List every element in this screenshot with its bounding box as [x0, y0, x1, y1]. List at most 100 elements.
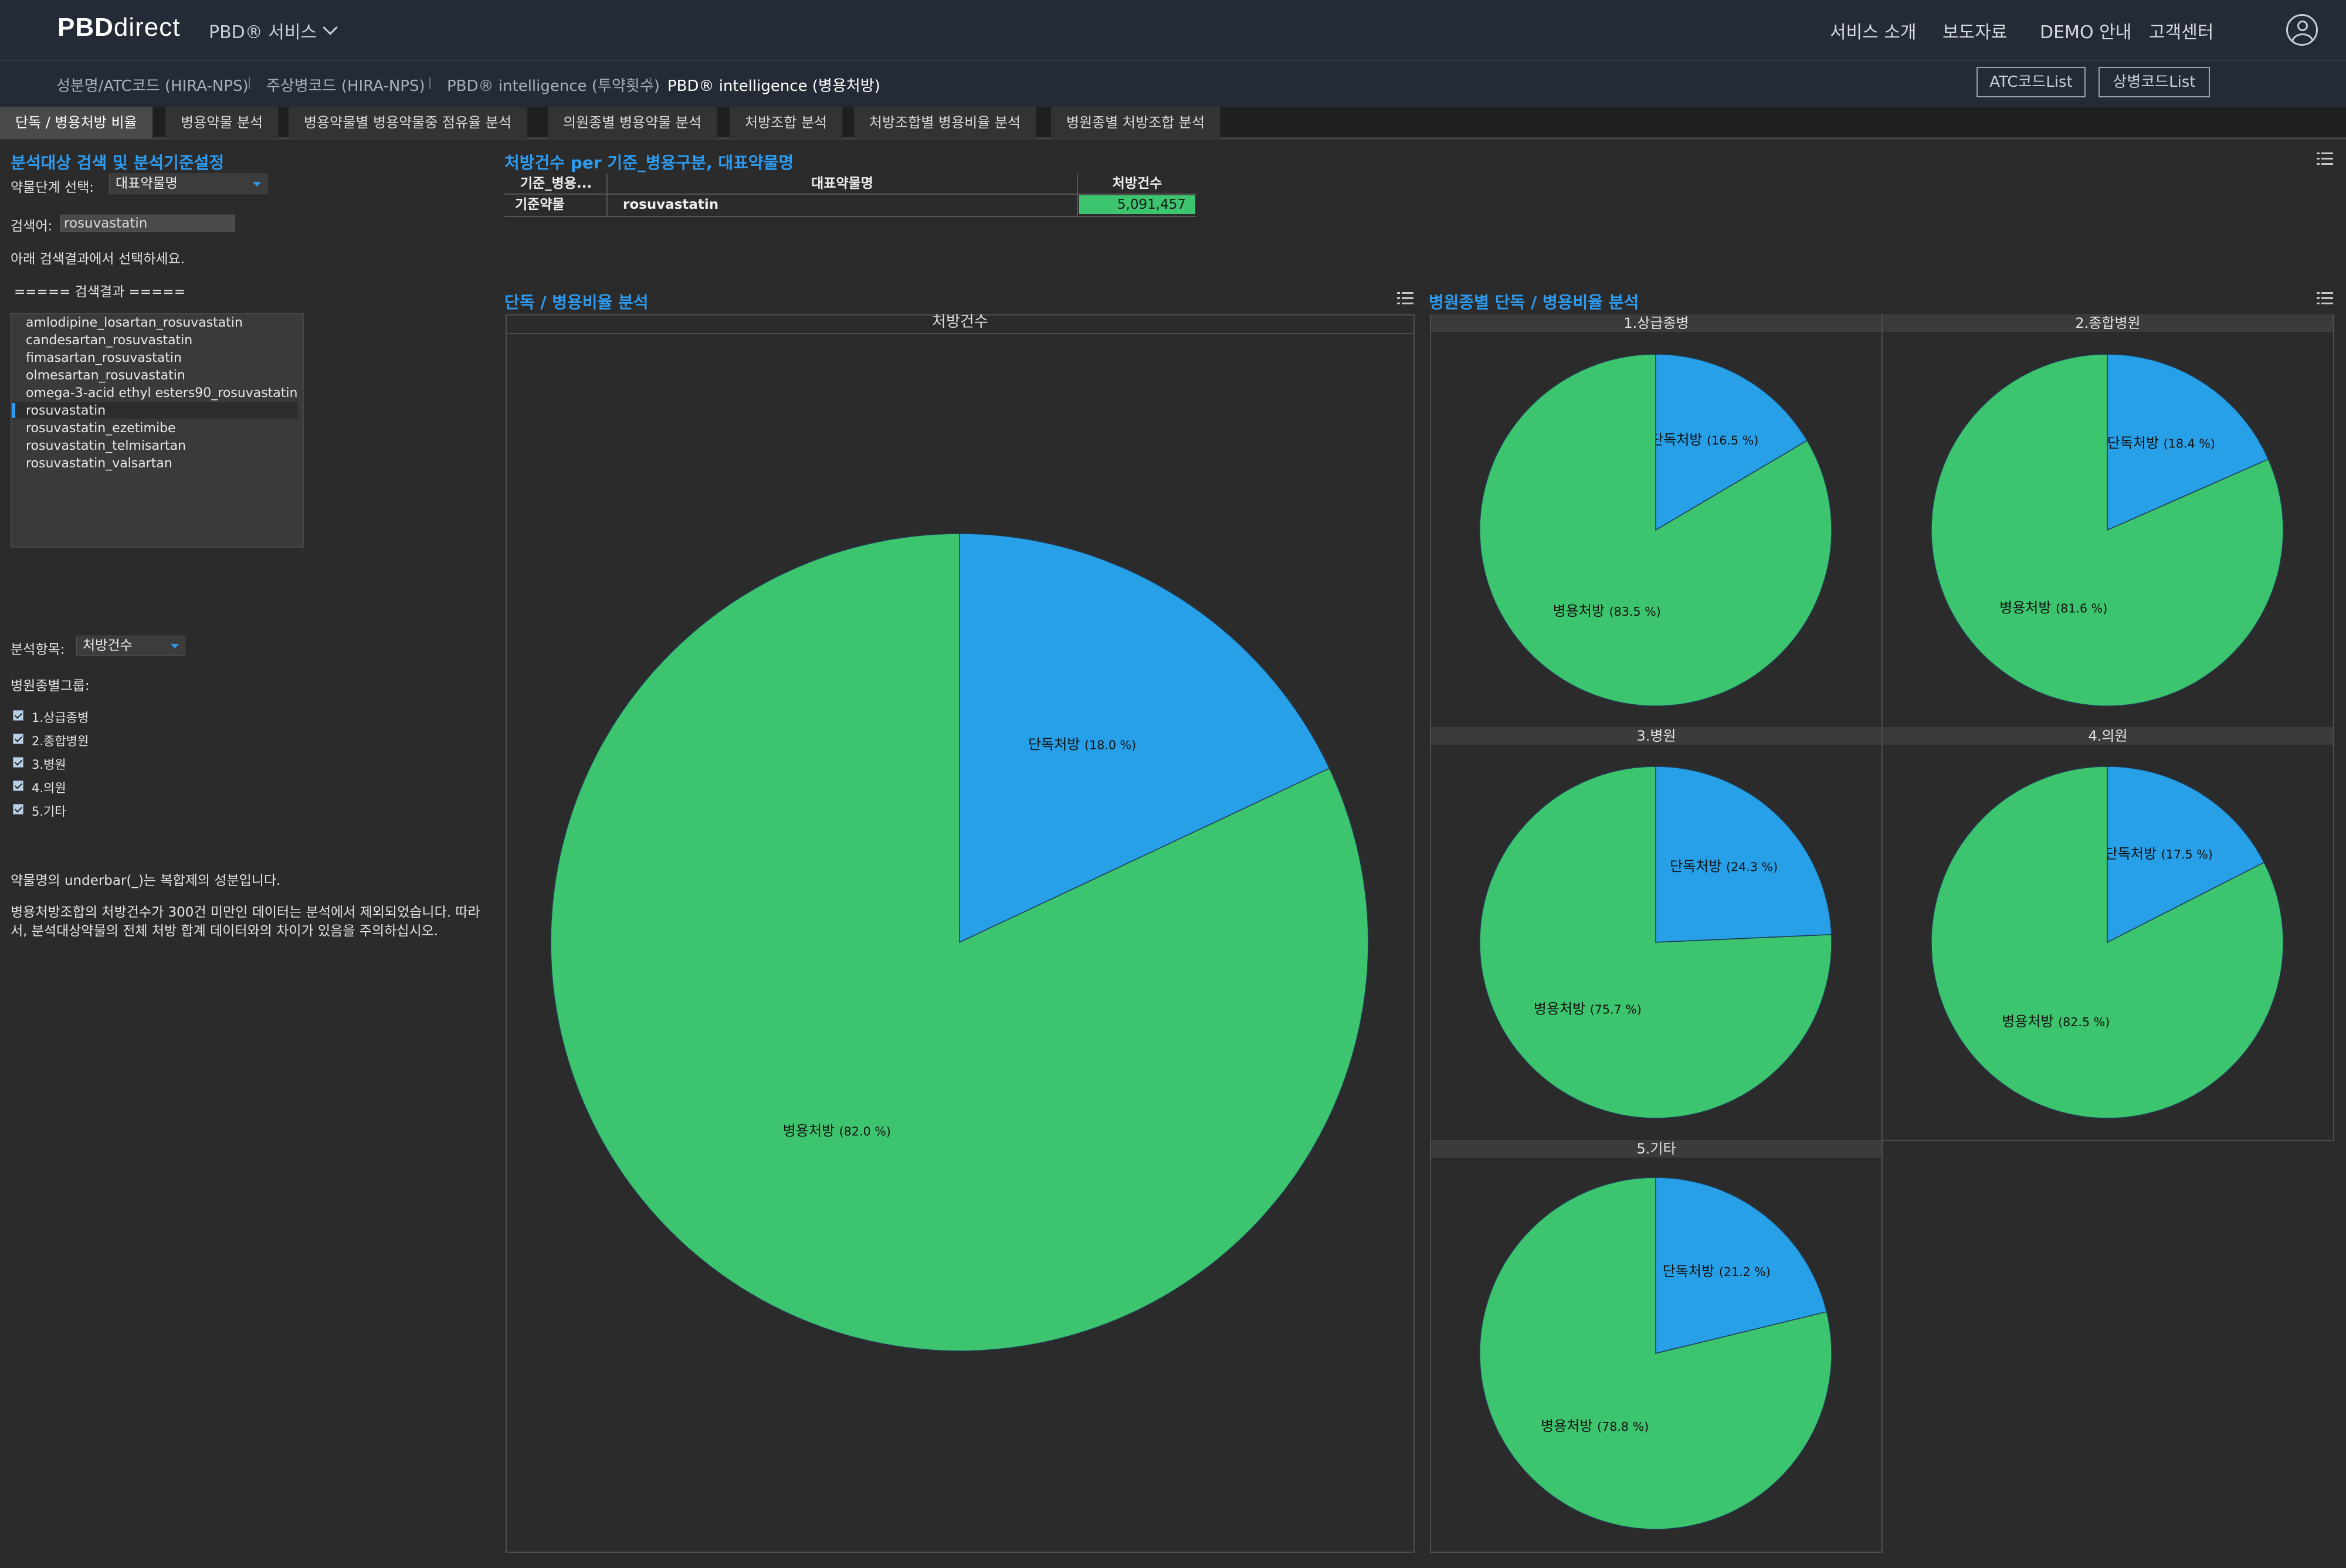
list-menu-icon[interactable] — [2317, 292, 2333, 305]
divider — [429, 77, 430, 89]
menu-demo[interactable]: DEMO 안내 — [2040, 22, 2132, 43]
disease-code-list-button[interactable]: 상병코드List — [2098, 67, 2210, 97]
list-item[interactable]: olmesartan_rosuvastatin — [26, 368, 185, 383]
facet-1-slice-combo[interactable] — [1479, 354, 1832, 707]
main-pie-slice-label: 단독처방 (18.0 %) — [1028, 736, 1136, 752]
hospital-group-4: 4.의원 — [32, 781, 66, 795]
list-menu-icon[interactable] — [1397, 292, 1413, 305]
checkbox-group-2[interactable] — [13, 734, 23, 744]
facet-3-slice-label: 단독처방 (24.3 %) — [1670, 858, 1778, 875]
table-cell-drug: rosuvastatin — [623, 197, 719, 212]
summary-table-title: 처방건수 per 기준_병용구분, 대표약물명 — [504, 153, 794, 172]
checkbox-group-3[interactable] — [13, 757, 23, 768]
main-pie-slice-single[interactable] — [959, 533, 1330, 943]
facet-pie-3: 단독처방 (24.3 %) 병용처방 (75.7 %) — [1479, 766, 1832, 1119]
hospital-group-5: 5.기타 — [32, 805, 66, 819]
tab-prescription-combo[interactable]: 처방조합 분석 — [730, 107, 844, 138]
facet-5-slice-combo[interactable] — [1479, 1177, 1832, 1530]
facet-4-slice-single[interactable] — [2107, 766, 2265, 943]
facet-panel-2 — [1881, 314, 2334, 728]
facet-pie-4: 단독처방 (17.5 %) 병용처방 (82.5 %) — [1931, 766, 2284, 1119]
atc-code-list-button[interactable]: ATC코드List — [1977, 67, 2086, 97]
tab-combo-drug[interactable]: 병용약물 분석 — [165, 107, 280, 138]
caret-down-icon — [171, 644, 179, 649]
facet-5-slice-label: 병용처방 (78.8 %) — [1541, 1418, 1649, 1434]
menu-service-intro[interactable]: 서비스 소개 — [1830, 22, 1917, 43]
tab-hospital-combo[interactable]: 의원종별 병용약물 분석 — [548, 107, 718, 138]
hospital-group-3: 3.병원 — [32, 758, 66, 772]
subnav-intel-combo[interactable]: PBD® intelligence (병용처방) — [667, 77, 880, 95]
facet-1-slice-label: 병용처방 (83.5 %) — [1553, 603, 1661, 619]
divider — [650, 77, 651, 89]
facet-title-3: 3.병원 — [1431, 727, 1881, 745]
list-item[interactable]: candesartan_rosuvastatin — [26, 333, 193, 348]
table-header-drug: 대표약물명 — [811, 176, 873, 191]
facet-title-2: 2.종합병원 — [1883, 314, 2333, 332]
sub-navbar — [0, 60, 2346, 107]
facet-2-slice-single[interactable] — [2107, 354, 2269, 531]
list-menu-icon[interactable] — [2317, 152, 2333, 165]
caret-down-icon — [253, 182, 261, 186]
search-input[interactable]: rosuvastatin — [60, 215, 235, 232]
selected-row-indicator — [12, 403, 15, 418]
note-exclusion: 병용처방조합의 처방건수가 300건 미만인 데이터는 분석에서 제외되었습니다… — [11, 905, 480, 939]
checkbox-group-5[interactable] — [13, 804, 23, 814]
list-item[interactable]: omega-3-acid ethyl esters90_rosuvastatin — [26, 386, 298, 401]
list-item[interactable]: rosuvastatin_valsartan — [26, 456, 172, 471]
analysis-label: 분석항목: — [11, 642, 65, 657]
list-item[interactable]: fimasartan_rosuvastatin — [26, 351, 182, 365]
facet-title-5: 5.기타 — [1431, 1140, 1881, 1158]
list-item-selected[interactable]: rosuvastatin — [26, 403, 106, 418]
facet-1-slice-single[interactable] — [1655, 354, 1808, 531]
drug-level-dropdown[interactable]: 대표약물명 — [109, 174, 267, 194]
select-hint: 아래 검색결과에서 선택하세요. — [11, 252, 185, 267]
list-item[interactable]: rosuvastatin_telmisartan — [26, 439, 187, 453]
main-chart-title: 단독 / 병용비율 분석 — [504, 293, 649, 312]
facet-3-slice-label: 병용처방 (75.7 %) — [1534, 1000, 1642, 1017]
checkbox-group-1[interactable] — [13, 710, 23, 721]
subnav-atc[interactable]: 성분명/ATC코드 (HIRA-NPS) — [56, 77, 249, 95]
facet-4-slice-combo[interactable] — [1931, 766, 2284, 1119]
facet-4-slice-label: 단독처방 (17.5 %) — [2105, 846, 2213, 862]
facet-pie-5: 단독처방 (21.2 %) 병용처방 (78.8 %) — [1479, 1177, 1832, 1530]
main-chart-panel — [506, 314, 1415, 1553]
facet-pie-charts: 단독처방 (16.5 %) 병용처방 (83.5 %) 단독처방 (18.4 %) 병… — [1479, 354, 2284, 1530]
menu-press[interactable]: 보도자료 — [1942, 22, 2008, 43]
list-item[interactable]: amlodipine_losartan_rosuvastatin — [26, 315, 243, 330]
facet-2-slice-label: 단독처방 (18.4 %) — [2107, 435, 2215, 451]
subnav-intel-dosing[interactable]: PBD® intelligence (투약횟수) — [447, 77, 660, 95]
facet-3-slice-combo[interactable] — [1479, 766, 1832, 1119]
menu-support[interactable]: 고객센터 — [2149, 22, 2214, 43]
tab-single-combo-ratio[interactable]: 단독 / 병용처방 비율 — [0, 107, 154, 138]
facet-pie-1: 단독처방 (16.5 %) 병용처방 (83.5 %) — [1479, 354, 1832, 707]
list-item[interactable]: rosuvastatin_ezetimibe — [26, 421, 176, 436]
panel-divider — [507, 333, 1413, 334]
table-divider — [504, 216, 1196, 217]
logo[interactable]: PBDdirect — [57, 13, 181, 42]
facet-panel-5 — [1430, 1140, 1883, 1553]
facet-1-slice-label: 단독처방 (16.5 %) — [1650, 432, 1758, 448]
table-cell-count: 5,091,457 — [1079, 195, 1195, 214]
facet-5-slice-single[interactable] — [1655, 1177, 1828, 1354]
checkbox-group-4[interactable] — [13, 780, 23, 791]
main-pie-slice-combo[interactable] — [550, 533, 1369, 1352]
facet-2-slice-combo[interactable] — [1931, 354, 2284, 707]
search-results-list[interactable] — [11, 313, 304, 548]
facet-panel-1 — [1430, 314, 1883, 728]
facet-3-slice-single[interactable] — [1655, 766, 1832, 943]
note-underbar: 약물명의 underbar(_)는 복합제의 성분입니다. — [11, 873, 281, 888]
main-pie-slice-label: 병용처방 (82.0 %) — [783, 1123, 891, 1139]
tab-hospital-prescription-combo[interactable]: 병원종별 처방조합 분석 — [1051, 107, 1222, 138]
tab-combo-ratio[interactable]: 처방조합별 병용비율 분석 — [854, 107, 1038, 138]
facet-title-4: 4.의원 — [1883, 727, 2333, 745]
subnav-disease-code[interactable]: 주상병코드 (HIRA-NPS) — [266, 77, 425, 95]
tab-combo-share[interactable]: 병용약물별 병용약물중 점유율 분석 — [289, 107, 528, 138]
analysis-dropdown[interactable]: 처방건수 — [76, 636, 185, 656]
main-chart-subtitle: 처방건수 — [932, 313, 988, 331]
search-label: 검색어: — [11, 219, 53, 234]
service-menu[interactable]: PBD® 서비스 — [209, 18, 338, 43]
user-icon[interactable] — [2286, 14, 2318, 46]
facet-2-slice-label: 병용처방 (81.6 %) — [1999, 600, 2107, 616]
facet-title-1: 1.상급종병 — [1431, 314, 1881, 332]
